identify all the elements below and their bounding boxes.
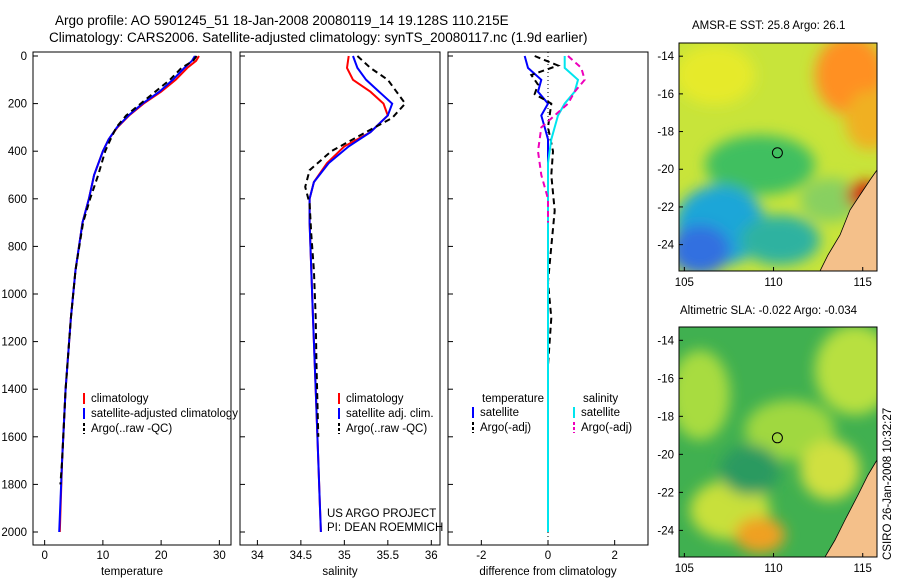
temperature-xtick-label: 10: [96, 550, 109, 562]
sla-profile-marker: [771, 432, 783, 444]
salinity-xtick-label: 36: [425, 550, 438, 562]
difference-xtick-label: 0: [545, 550, 551, 562]
depth-tick-label: 1200: [1, 337, 27, 349]
temp-legend-0-label: climatology: [91, 393, 149, 405]
depth-tick-label: 1600: [1, 432, 27, 444]
pi-credit: PI: DEAN ROEMMICH: [327, 522, 443, 534]
sst-lat-tick-label: -20: [657, 164, 674, 176]
depth-tick-label: 600: [8, 194, 27, 206]
salinity-panel: 34 34.5 35 35.5 36 salinity: [239, 51, 441, 578]
difference-series-salinity-argo-adj-: [536, 55, 586, 223]
sla-lat-tick-label: -14: [657, 335, 674, 347]
temperature-series-argo-raw-qc-: [59, 55, 198, 485]
depth-tick-label: 2000: [1, 527, 27, 539]
salinity-frame: [239, 51, 441, 546]
temperature-xtick-label: 0: [41, 550, 47, 562]
sal-legend-2-label: Argo(..raw -QC): [346, 423, 427, 435]
depth-tick-label: 200: [8, 99, 27, 111]
sst-lat-tick-label: -22: [657, 202, 674, 214]
sst-lon-tick-label: 115: [854, 277, 872, 289]
salinity-series-argo-raw-qc-: [304, 55, 407, 437]
diff-legend-temp-sat-label: satellite: [480, 407, 519, 419]
sla-lat-tick-label: -22: [657, 487, 674, 499]
salinity-xlabel: salinity: [322, 566, 357, 578]
difference-panel: -2 0 2 difference from climatology: [447, 51, 649, 578]
diff-legend-temp-title: temperature: [482, 393, 544, 405]
salinity-xtick-label: 34.5: [290, 550, 312, 562]
sst-lat-tick-label: -16: [657, 89, 674, 101]
difference-xtick-label: 2: [611, 550, 617, 562]
sst-map: [679, 43, 877, 271]
salinity-xtick-label: 35.5: [377, 550, 399, 562]
temperature-series-satellite-adjusted-climatology: [58, 55, 196, 533]
difference-series-salinity-satellite: [547, 56, 580, 532]
difference-series-temperature-satellite: [523, 55, 550, 532]
diff-legend-temp-argo-label: Argo(-adj): [480, 422, 531, 434]
profile-title: Argo profile: AO 5901245_51 18-Jan-2008 …: [55, 13, 509, 28]
sla-map-frame: [678, 326, 878, 558]
depth-tick-label: 1000: [1, 289, 27, 301]
diff-legend-sal-sat-label: satellite: [581, 407, 620, 419]
temp-legend-1-label: satellite-adjusted climatology: [91, 408, 238, 420]
salinity-xtick-label: 35: [338, 550, 351, 562]
depth-tick-label: 400: [8, 146, 27, 158]
sal-legend-1-label: satellite adj. clim.: [346, 408, 434, 420]
depth-tick-label: 1800: [1, 479, 27, 491]
sst-map-title: AMSR-E SST: 25.8 Argo: 26.1: [692, 20, 846, 32]
sla-lat-tick-label: -16: [657, 373, 674, 385]
sst-lat-tick-label: -14: [657, 51, 674, 63]
temperature-xtick-label: 30: [213, 550, 226, 562]
salinity-xtick-label: 34: [251, 550, 264, 562]
sst-lon-tick-label: 105: [675, 277, 694, 289]
difference-series-temperature-argo-adj-: [529, 55, 561, 366]
temperature-xlabel: temperature: [101, 566, 163, 578]
difference-xlabel: difference from climatology: [479, 566, 616, 578]
sla-lon-tick-label: 110: [764, 563, 782, 575]
temperature-frame: [32, 51, 232, 546]
sst-profile-marker: [771, 147, 783, 159]
sla-lon-tick-label: 105: [675, 563, 694, 575]
sst-lat-tick-label: -18: [657, 127, 674, 139]
diff-legend-sal-title: salinity: [583, 393, 618, 405]
sla-map-title: Altimetric SLA: -0.022 Argo: -0.034: [680, 305, 858, 317]
sst-lon-tick-label: 110: [764, 277, 782, 289]
sst-map-frame: [678, 42, 878, 272]
depth-tick-label: 1400: [1, 384, 27, 396]
sla-lon-tick-label: 115: [854, 563, 872, 575]
sal-legend-0-label: climatology: [346, 393, 404, 405]
temp-legend-2-label: Argo(..raw -QC): [91, 423, 172, 435]
sla-map: [679, 327, 877, 557]
temperature-xtick-label: 20: [155, 550, 168, 562]
depth-tick-label: 0: [21, 51, 27, 63]
difference-xtick-label: -2: [476, 550, 486, 562]
climatology-subtitle: Climatology: CARS2006. Satellite-adjuste…: [49, 30, 588, 45]
depth-tick-label: 800: [8, 241, 27, 253]
sla-lat-tick-label: -20: [657, 449, 674, 461]
sla-lat-tick-label: -18: [657, 411, 674, 423]
sst-lat-tick-label: -24: [657, 240, 674, 252]
temperature-panel: 0 10 20 30 0 200 400 600 800 1000 1200 1400 1600 1800…: [1, 51, 232, 578]
legends: climatology satellite-adjusted climatolog…: [83, 393, 632, 534]
salinity-series-satellite-adj-clim-: [308, 55, 394, 533]
sla-lat-tick-label: -24: [657, 525, 674, 537]
diff-legend-sal-argo-label: Argo(-adj): [581, 422, 632, 434]
temperature-series-climatology: [58, 55, 200, 533]
project-credit: US ARGO PROJECT: [327, 508, 436, 520]
